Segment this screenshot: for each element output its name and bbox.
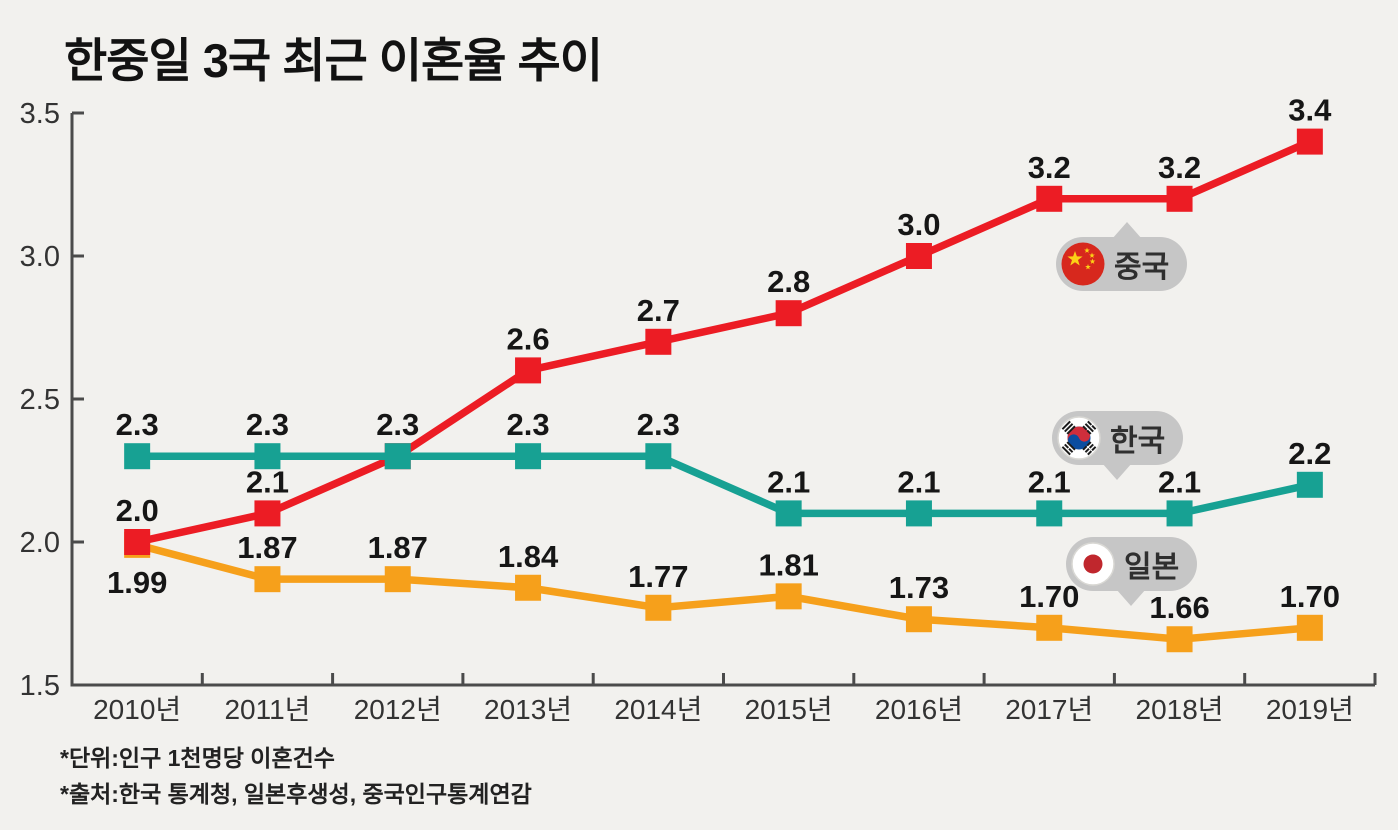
legend-callout-china: 중국 bbox=[1056, 222, 1188, 291]
footnote-source: *출처:한국 통계청, 일본후생성, 중국인구통계연감 bbox=[60, 781, 532, 807]
x-tick-label: 2014년 bbox=[614, 694, 702, 725]
data-label-japan: 1.77 bbox=[628, 559, 688, 594]
x-tick-label: 2012년 bbox=[354, 694, 442, 725]
data-point-korea bbox=[1296, 471, 1323, 498]
data-point-china bbox=[515, 357, 542, 384]
data-label-korea: 2.1 bbox=[897, 464, 940, 499]
data-point-korea bbox=[515, 443, 542, 470]
data-point-korea bbox=[775, 500, 802, 527]
data-point-china bbox=[645, 328, 672, 355]
y-tick-label: 2.5 bbox=[20, 384, 60, 416]
data-label-japan: 1.73 bbox=[889, 570, 949, 605]
data-label-japan: 1.84 bbox=[498, 539, 559, 574]
data-label-china: 3.2 bbox=[1028, 150, 1071, 185]
data-point-japan bbox=[775, 583, 802, 610]
series-line-korea bbox=[137, 452, 1311, 518]
legend-label-japan: 일본 bbox=[1124, 551, 1180, 584]
data-point-china bbox=[1166, 185, 1193, 212]
data-point-japan bbox=[905, 606, 932, 633]
data-point-china bbox=[254, 500, 281, 527]
y-tick-label: 3.5 bbox=[20, 98, 60, 130]
data-label-china: 2.8 bbox=[767, 264, 810, 299]
data-label-japan: 1.87 bbox=[368, 530, 428, 565]
data-label-korea: 2.3 bbox=[246, 407, 289, 442]
china-flag-icon bbox=[1061, 242, 1105, 286]
x-tick-label: 2015년 bbox=[745, 694, 833, 725]
data-label-china: 3.2 bbox=[1158, 150, 1201, 185]
data-label-china: 3.4 bbox=[1288, 93, 1332, 128]
data-label-japan: 1.66 bbox=[1149, 590, 1209, 625]
data-label-china: 2.7 bbox=[637, 293, 680, 328]
data-label-korea: 2.1 bbox=[767, 464, 810, 499]
data-point-japan bbox=[645, 594, 672, 621]
data-point-korea bbox=[1036, 500, 1063, 527]
data-point-japan bbox=[384, 566, 411, 593]
data-point-japan bbox=[1036, 614, 1063, 641]
data-point-japan bbox=[254, 566, 281, 593]
data-label-korea: 2.1 bbox=[1158, 464, 1201, 499]
axes bbox=[70, 111, 1377, 687]
data-label-china: 3.0 bbox=[897, 207, 940, 242]
series-line-japan bbox=[136, 541, 1311, 644]
data-point-korea bbox=[905, 500, 932, 527]
data-label-korea: 2.3 bbox=[116, 407, 159, 442]
x-tick-label: 2019년 bbox=[1266, 694, 1354, 725]
x-tick-label: 2018년 bbox=[1136, 694, 1224, 725]
data-label-korea: 2.3 bbox=[376, 407, 419, 442]
data-point-china bbox=[1036, 185, 1063, 212]
data-point-japan bbox=[515, 574, 542, 601]
callout-tail bbox=[1116, 589, 1146, 606]
data-label-korea: 2.3 bbox=[637, 407, 680, 442]
series-line-china bbox=[136, 138, 1312, 546]
data-point-japan bbox=[1296, 614, 1323, 641]
data-label-china: 2.1 bbox=[246, 464, 289, 499]
data-label-japan: 1.70 bbox=[1280, 579, 1340, 614]
data-point-china bbox=[1296, 128, 1323, 155]
korea-flag-icon bbox=[1057, 416, 1101, 460]
data-label-japan: 1.99 bbox=[107, 565, 167, 600]
y-tick-label: 2.0 bbox=[20, 527, 60, 559]
footnotes: *단위:인구 1천명당 이혼건수 *출처:한국 통계청, 일본후생성, 중국인구… bbox=[60, 740, 532, 812]
data-point-china bbox=[124, 529, 151, 555]
callout-tail bbox=[1112, 222, 1142, 239]
data-label-japan: 1.70 bbox=[1019, 579, 1079, 614]
data-point-japan bbox=[1166, 626, 1193, 653]
legend-callout-korea: 한국 bbox=[1052, 411, 1184, 480]
legend-callout-japan: 일본 bbox=[1066, 537, 1198, 606]
x-tick-label: 2016년 bbox=[875, 694, 963, 725]
data-label-korea: 2.1 bbox=[1028, 464, 1071, 499]
data-point-korea bbox=[254, 443, 281, 470]
data-point-korea bbox=[645, 443, 672, 470]
data-point-korea bbox=[384, 443, 411, 470]
data-point-china bbox=[905, 243, 932, 269]
data-point-korea bbox=[124, 443, 151, 470]
x-tick-label: 2017년 bbox=[1005, 694, 1093, 725]
y-tick-label: 1.5 bbox=[20, 670, 60, 702]
data-label-china: 2.0 bbox=[116, 493, 159, 528]
x-tick-label: 2011년 bbox=[224, 694, 310, 725]
data-point-korea bbox=[1166, 500, 1193, 527]
x-tick-label: 2013년 bbox=[484, 694, 572, 725]
data-label-japan: 1.87 bbox=[237, 530, 297, 565]
y-tick-label: 3.0 bbox=[20, 241, 60, 273]
data-label-china: 2.6 bbox=[506, 321, 549, 356]
page-title: 한중일 3국 최근 이혼율 추이 bbox=[64, 34, 603, 87]
data-label-korea: 2.3 bbox=[506, 407, 549, 442]
legend-label-china: 중국 bbox=[1114, 251, 1170, 284]
legend-label-korea: 한국 bbox=[1110, 425, 1166, 458]
data-point-china bbox=[775, 300, 802, 327]
data-label-japan: 1.81 bbox=[758, 547, 818, 582]
japan-flag-icon bbox=[1071, 542, 1115, 586]
data-label-korea: 2.2 bbox=[1288, 436, 1331, 471]
callout-tail bbox=[1102, 463, 1132, 480]
footnote-unit: *단위:인구 1천명당 이혼건수 bbox=[60, 745, 335, 771]
x-tick-label: 2010년 bbox=[93, 694, 181, 725]
